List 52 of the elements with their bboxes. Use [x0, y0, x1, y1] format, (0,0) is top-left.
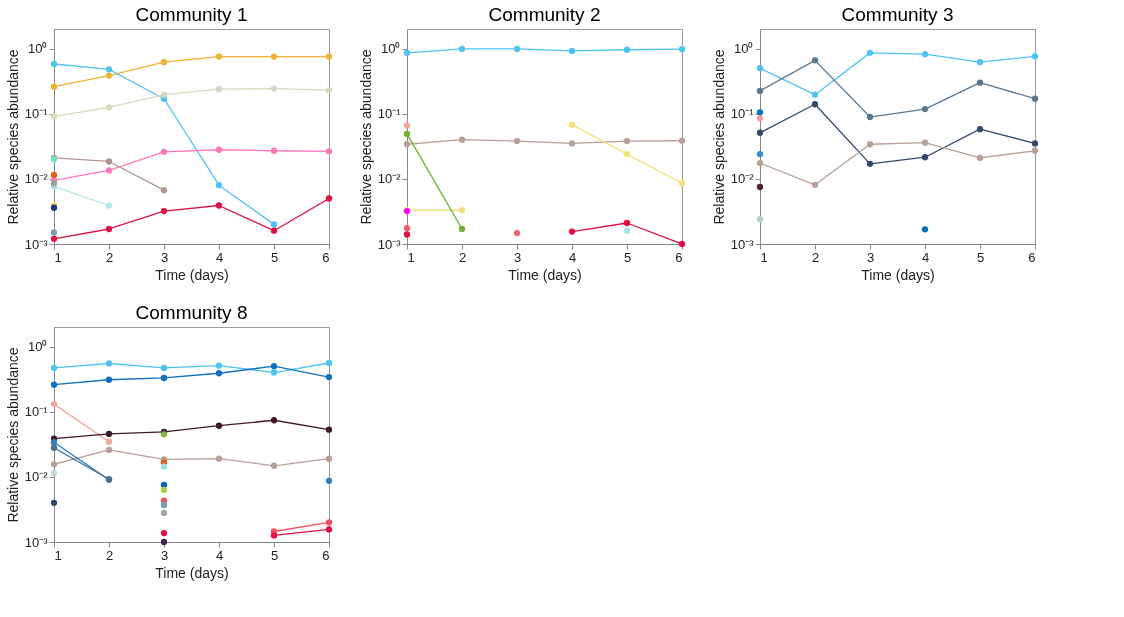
x-tick-label: 3	[866, 249, 875, 265]
chart-title: Community 8	[135, 302, 248, 323]
y-axis-title: Relative species abundance	[4, 347, 21, 523]
y-tick-label: 10⁻³	[377, 236, 402, 252]
y-tick-label: 10⁻²	[377, 171, 402, 187]
chart-title: Community 3	[841, 4, 954, 25]
y-tick-label: 10⁻³	[730, 236, 755, 252]
y-tick-label: 10⁰	[28, 339, 48, 355]
y-tick-label: 10⁻²	[730, 171, 755, 187]
y-tick-label: 10⁻³	[24, 236, 49, 252]
x-tick-label: 1	[54, 249, 62, 265]
x-axis-title: Time (days)	[508, 266, 582, 283]
x-tick-label: 3	[160, 547, 169, 563]
x-tick-label: 2	[105, 547, 114, 563]
x-tick-label: 1	[760, 249, 768, 265]
x-tick-label: 1	[54, 547, 62, 563]
x-tick-label: 6	[322, 249, 330, 265]
x-tick-label: 5	[976, 249, 985, 265]
y-tick-label: 10⁻¹	[730, 106, 755, 122]
x-tick-label: 2	[105, 249, 114, 265]
x-axis-title: Time (days)	[861, 266, 935, 283]
x-tick-label: 6	[675, 249, 683, 265]
x-tick-label: 2	[458, 249, 467, 265]
y-tick-label: 10⁻³	[24, 534, 49, 550]
x-tick-label: 4	[921, 249, 930, 265]
x-tick-label: 2	[811, 249, 820, 265]
x-tick-label: 3	[513, 249, 522, 265]
x-tick-label: 4	[215, 249, 224, 265]
y-tick-label: 10⁻¹	[24, 106, 49, 122]
y-axis-title: Relative species abundance	[710, 49, 727, 225]
y-tick-label: 10⁻¹	[377, 106, 402, 122]
chart-title: Community 1	[135, 4, 248, 25]
x-axis-title: Time (days)	[155, 564, 229, 581]
x-tick-label: 5	[270, 547, 279, 563]
x-tick-label: 6	[322, 547, 330, 563]
y-tick-label: 10⁻²	[24, 469, 49, 485]
x-tick-label: 5	[623, 249, 632, 265]
y-tick-label: 10⁻²	[24, 171, 49, 187]
y-axis-title: Relative species abundance	[357, 49, 374, 225]
y-tick-label: 10⁰	[28, 41, 48, 57]
y-tick-label: 10⁰	[734, 41, 754, 57]
x-tick-label: 3	[160, 249, 169, 265]
x-tick-label: 1	[407, 249, 415, 265]
x-tick-label: 6	[1028, 249, 1036, 265]
y-tick-label: 10⁰	[381, 41, 401, 57]
chart-title: Community 2	[488, 4, 601, 25]
x-axis-title: Time (days)	[155, 266, 229, 283]
y-axis-title: Relative species abundance	[4, 49, 21, 225]
x-tick-label: 4	[215, 547, 224, 563]
x-tick-label: 4	[568, 249, 577, 265]
x-tick-label: 5	[270, 249, 279, 265]
y-tick-label: 10⁻¹	[24, 404, 49, 420]
